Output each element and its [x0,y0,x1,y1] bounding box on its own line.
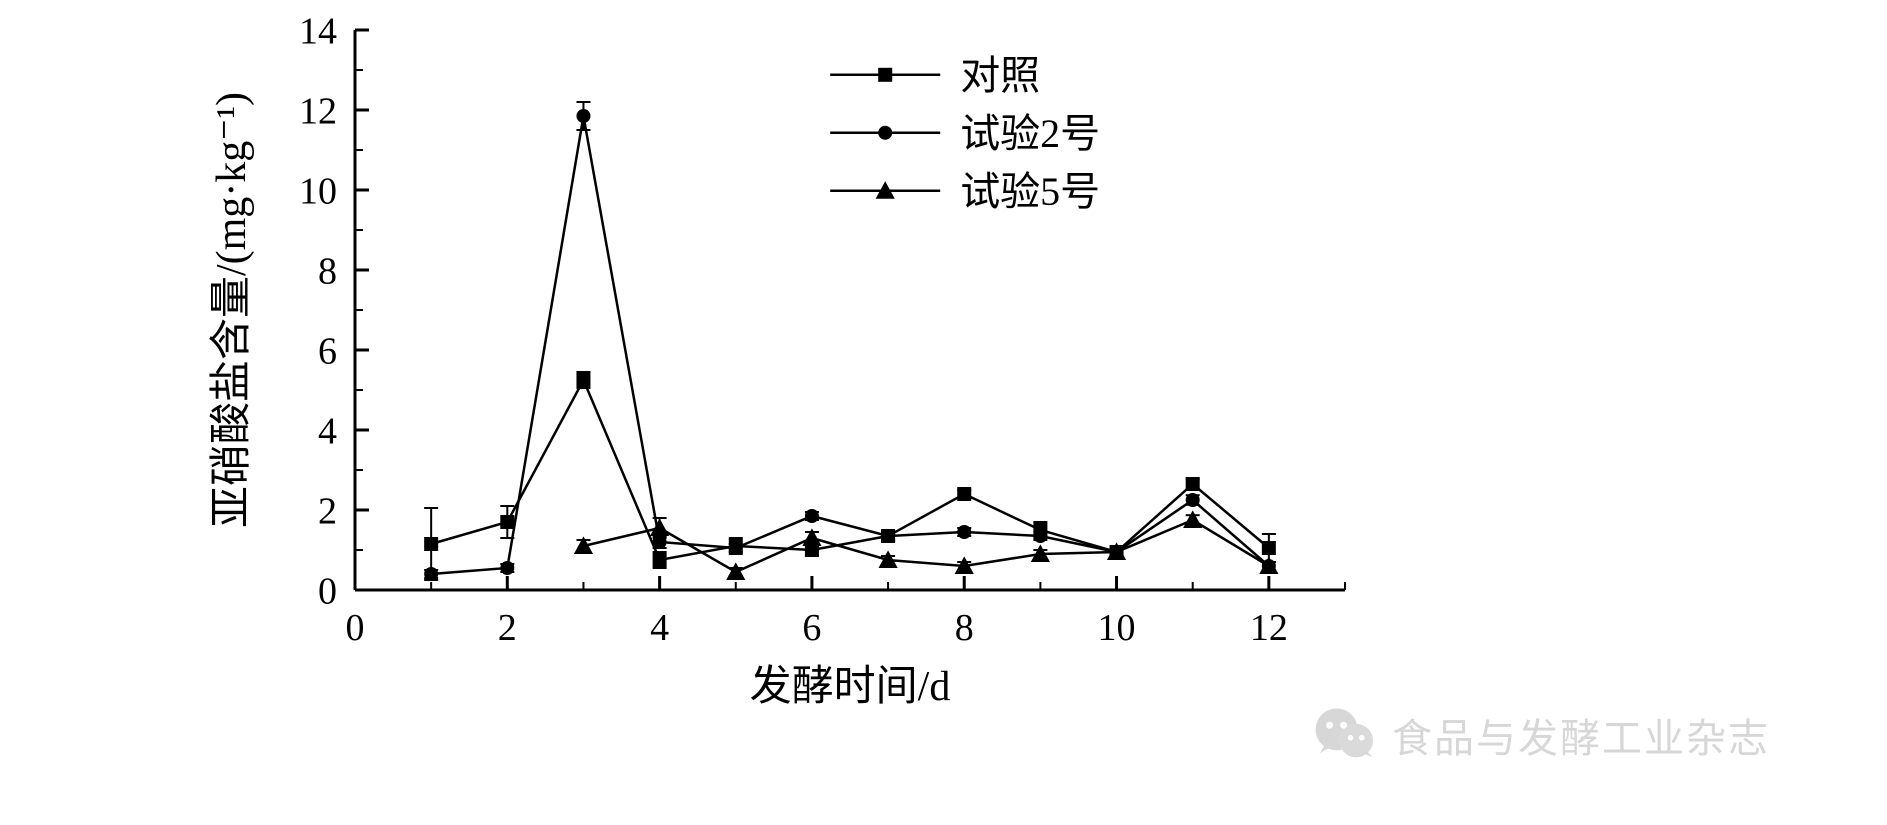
svg-text:12: 12 [299,90,337,132]
svg-text:8: 8 [955,607,974,649]
svg-text:12: 12 [1250,607,1288,649]
svg-text:2: 2 [318,490,337,532]
svg-text:6: 6 [318,330,337,372]
svg-text:4: 4 [650,607,669,649]
legend: 对照试验2号试验5号 [830,53,1100,214]
svg-text:10: 10 [1098,607,1136,649]
nitrite-chart: 0 2 4 6 8 10 12 0 2 4 6 8 10 12 14 发酵时间/d 亚硝酸盐含量/(mg·kg⁻… [0,0,1887,825]
legend-label-control: 对照 [960,53,1040,98]
legend-label-trial5: 试验5号 [960,169,1100,214]
svg-text:6: 6 [802,607,821,649]
page-root: 0 2 4 6 8 10 12 0 2 4 6 8 10 12 14 发酵时间/d 亚硝酸盐含量/(mg·kg⁻… [0,0,1887,825]
svg-text:2: 2 [498,607,517,649]
svg-text:0: 0 [318,570,337,612]
svg-text:8: 8 [318,250,337,292]
series-trial5 [574,510,1279,580]
svg-text:10: 10 [299,170,337,212]
svg-text:4: 4 [318,410,337,452]
legend-label-trial2: 试验2号 [960,111,1100,156]
svg-text:发酵时间/d: 发酵时间/d [750,664,951,710]
svg-text:14: 14 [299,10,337,52]
svg-text:亚硝酸盐含量/(mg·kg⁻¹): 亚硝酸盐含量/(mg·kg⁻¹) [209,92,255,528]
series-trial2 [424,102,1276,581]
svg-text:0: 0 [346,607,365,649]
